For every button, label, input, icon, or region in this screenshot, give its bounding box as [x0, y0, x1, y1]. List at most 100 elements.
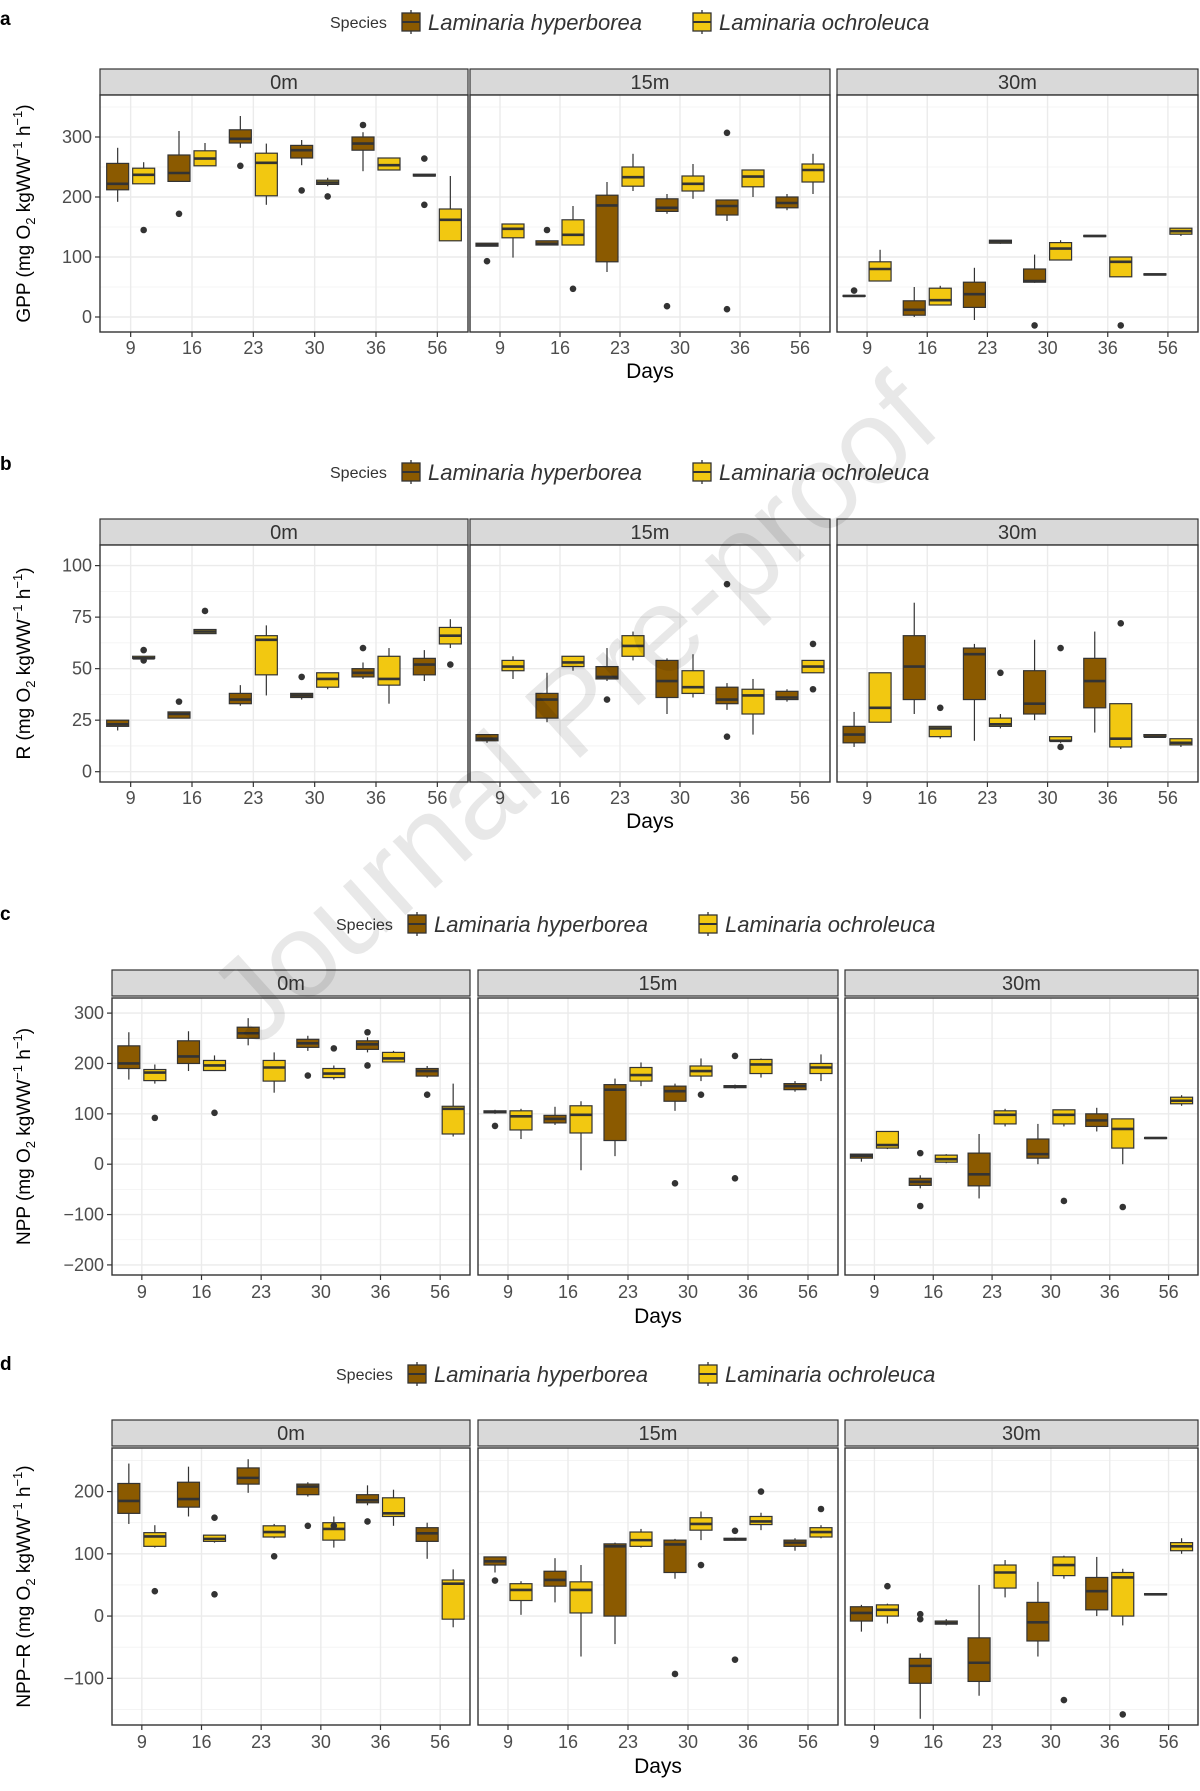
- x-tick-label: 16: [550, 788, 570, 808]
- box-hyperborea-day16: [902, 602, 926, 714]
- facet-strip-label: 30m: [1002, 1423, 1041, 1445]
- box-body: [254, 152, 278, 197]
- box-ochroleuca-day23: [621, 631, 645, 661]
- outlier-point: [175, 698, 183, 705]
- x-axis-label: Days: [626, 810, 674, 833]
- outlier-point: [916, 1615, 924, 1623]
- box-hyperborea-day36: [715, 129, 739, 313]
- facet-strip-label: 30m: [1002, 973, 1041, 995]
- legend-title: Species: [336, 1367, 393, 1384]
- outlier-point: [359, 121, 367, 129]
- x-tick-label: 56: [798, 1732, 818, 1752]
- outlier-point: [1117, 322, 1125, 329]
- outlier-point: [304, 1522, 312, 1530]
- panel-border: [99, 94, 469, 333]
- x-tick-label: 36: [370, 1732, 390, 1752]
- box-ochroleuca-day16: [934, 1154, 958, 1164]
- box-body: [377, 655, 401, 686]
- box-ochroleuca-day9: [143, 1525, 167, 1595]
- x-tick-label: 30: [311, 1282, 331, 1302]
- x-tick-label: 16: [550, 338, 570, 358]
- plot-background: [478, 998, 838, 1275]
- box-ochroleuca-day30: [1048, 240, 1073, 261]
- box-body: [228, 129, 252, 144]
- box-ochroleuca-day16: [202, 1055, 227, 1117]
- box-hyperborea-day30: [655, 658, 679, 714]
- outlier-point: [884, 1582, 891, 1590]
- outlier-point: [364, 1028, 371, 1036]
- x-tick-label: 56: [430, 1282, 450, 1302]
- y-tick-label: 25: [72, 710, 92, 730]
- box-hyperborea-day30: [655, 194, 679, 310]
- box-body: [441, 1579, 465, 1620]
- x-tick-label: 23: [610, 788, 630, 808]
- y-axis-label-pre: R (mg O: [14, 688, 35, 760]
- x-tick-label: 23: [977, 338, 997, 358]
- facet-0m: 0m 9 16 23 30 36 56 −200 −100 0 100 200 300: [63, 969, 471, 1302]
- box-ochroleuca-day23: [629, 1528, 653, 1548]
- outlier-point: [731, 1656, 739, 1663]
- chart-panel-a: a Species Laminaria hyperborea Laminaria oc…: [0, 9, 1199, 383]
- box-hyperborea-day30: [290, 140, 314, 194]
- x-tick-label: 23: [977, 788, 997, 808]
- box-body: [967, 1637, 991, 1683]
- outlier-point: [151, 1114, 159, 1122]
- outlier-point: [916, 1610, 924, 1618]
- plot-background: [837, 545, 1198, 782]
- legend-title: Species: [330, 465, 387, 482]
- x-tick-label: 36: [738, 1282, 758, 1302]
- box-hyperborea-day23: [236, 1459, 260, 1493]
- box-ochroleuca-day9: [875, 1130, 900, 1150]
- box-ochroleuca-day16: [569, 1101, 593, 1171]
- facet-strip-label: 0m: [277, 1423, 305, 1445]
- x-tick-label: 36: [370, 1282, 390, 1302]
- y-axis-label-sup2: −1: [10, 1034, 25, 1049]
- outlier-point: [330, 1522, 338, 1530]
- box-body: [1048, 242, 1073, 261]
- x-axis-label: Days: [634, 1755, 682, 1778]
- box-body: [1109, 256, 1133, 278]
- y-tick-label: −100: [63, 1668, 104, 1688]
- x-tick-label: 16: [923, 1282, 943, 1302]
- box-ochroleuca-day30: [1052, 1109, 1076, 1205]
- box-hyperborea-day9: [475, 733, 499, 743]
- x-tick-label: 56: [1159, 1732, 1179, 1752]
- x-tick-label: 9: [862, 338, 872, 358]
- box-ochroleuca-day30: [681, 654, 705, 698]
- x-tick-label: 9: [495, 788, 505, 808]
- y-tick-label: 0: [82, 762, 92, 782]
- box-body: [1085, 1576, 1109, 1611]
- box-body: [715, 686, 739, 705]
- x-tick-label: 16: [923, 1732, 943, 1752]
- panel-border: [111, 1447, 471, 1726]
- box-ochroleuca-day36: [749, 1488, 773, 1531]
- panel-label: c: [0, 904, 11, 925]
- box-body: [509, 1110, 533, 1131]
- x-tick-label: 23: [982, 1732, 1002, 1752]
- box-hyperborea-day23: [962, 643, 987, 741]
- box-hyperborea-day36: [723, 1527, 747, 1663]
- box-body: [902, 300, 926, 316]
- box-hyperborea-day36: [1083, 631, 1107, 733]
- legend-item-2: Laminaria ochroleuca: [719, 460, 929, 485]
- box-body: [296, 1483, 320, 1496]
- outlier-point: [364, 1518, 371, 1525]
- box-ochroleuca-day16: [193, 143, 217, 167]
- box-ochroleuca-day9: [501, 223, 525, 258]
- outlier-point: [211, 1590, 218, 1598]
- box-body: [509, 1583, 533, 1602]
- x-tick-label: 56: [1158, 338, 1178, 358]
- panel-border: [111, 997, 471, 1276]
- box-hyperborea-day23: [228, 116, 252, 170]
- x-tick-label: 9: [503, 1282, 513, 1302]
- x-tick-label: 16: [558, 1282, 578, 1302]
- y-axis-label: R (mg O2 kgWW−1 h−1): [10, 567, 38, 759]
- panel-border: [477, 997, 839, 1276]
- box-ochroleuca-day56: [809, 1505, 833, 1539]
- box-hyperborea-day16: [908, 1610, 932, 1719]
- x-tick-label: 9: [137, 1282, 147, 1302]
- outlier-point: [270, 1553, 278, 1560]
- box-hyperborea-day36: [1083, 234, 1107, 238]
- legend-item-1: Laminaria hyperborea: [428, 10, 642, 35]
- outlier-point: [671, 1670, 679, 1678]
